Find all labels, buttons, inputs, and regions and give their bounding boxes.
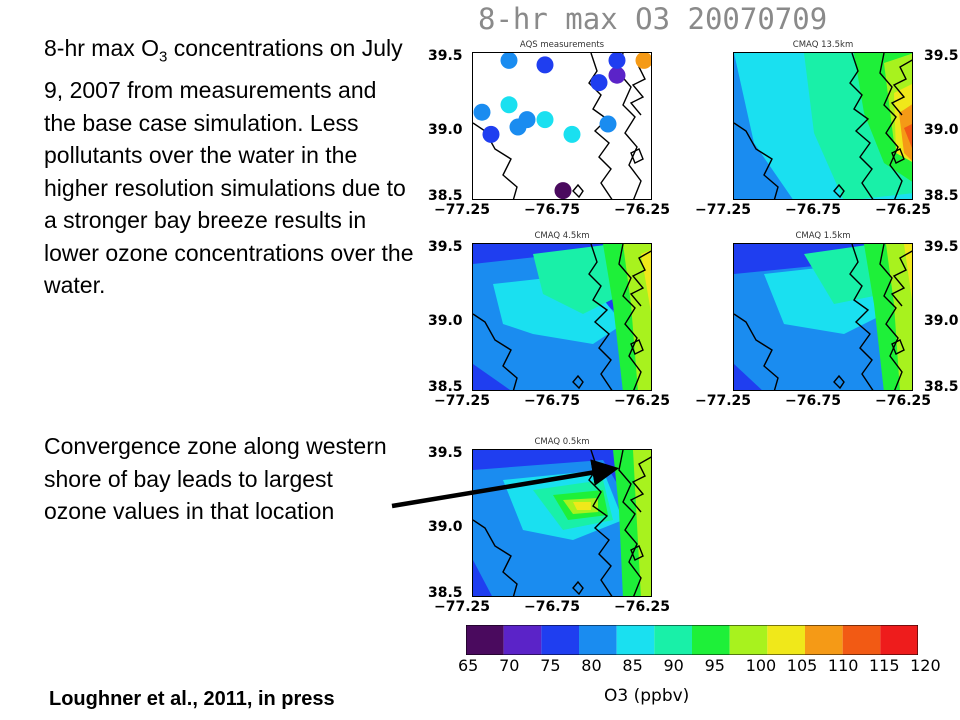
description-text: 8-hr max O3 concentrations on July 9, 20…: [44, 32, 414, 302]
colorbar-segment: [880, 625, 918, 655]
colorbar-tick-label: 70: [499, 656, 520, 675]
aqs-station-marker: [563, 125, 581, 143]
lat-tick-label: 39.5: [924, 239, 959, 255]
lat-tick-label: 39.0: [924, 122, 959, 138]
panel-title: CMAQ 0.5km: [534, 437, 590, 447]
description-prefix: 8-hr max O: [44, 35, 160, 61]
lon-tick-label: −77.25: [434, 202, 491, 218]
colorbar-segment: [466, 625, 504, 655]
colorbar-tick-label: 100: [745, 656, 777, 675]
lat-tick-label: 38.5: [924, 379, 959, 395]
colorbar-tick-label: 85: [622, 656, 643, 675]
convergence-note: Convergence zone along western shore of …: [44, 433, 387, 524]
lat-tick-label: 38.5: [428, 379, 463, 395]
colorbar-tick-label: 120: [910, 656, 941, 675]
aqs-station-marker: [599, 115, 617, 133]
aqs-station-marker: [500, 96, 518, 114]
lat-tick-label: 38.5: [428, 585, 463, 601]
colorbar-tick-label: 110: [827, 656, 859, 675]
lat-tick-label: 38.5: [428, 188, 463, 204]
lon-tick-label: −76.75: [524, 202, 581, 218]
lat-tick-label: 39.5: [924, 48, 959, 64]
colorbar-segment: [767, 625, 805, 655]
colorbar: [466, 625, 918, 655]
lon-tick-label: −77.25: [695, 393, 752, 409]
coastline: [473, 450, 651, 596]
colorbar-segment: [842, 625, 881, 655]
lon-tick-label: −76.25: [875, 393, 932, 409]
aqs-station-marker: [608, 66, 626, 84]
coastline: [734, 244, 912, 390]
lat-tick-label: 39.5: [428, 239, 463, 255]
colorbar-unit: O3 (ppbv): [604, 686, 690, 706]
lat-tick-label: 39.0: [924, 313, 959, 329]
lon-tick-label: −76.25: [875, 202, 932, 218]
lon-tick-label: −76.75: [785, 393, 842, 409]
coastline: [473, 244, 651, 390]
aqs-station-marker: [554, 182, 572, 199]
concentration-contour: [904, 124, 912, 148]
lon-tick-label: −76.25: [614, 202, 671, 218]
lat-tick-label: 39.5: [428, 445, 463, 461]
colorbar-segment: [503, 625, 542, 655]
colorbar-tick-label: 65: [458, 656, 479, 675]
concentration-contour: [886, 244, 912, 390]
aqs-station-marker: [590, 74, 608, 92]
concentration-contour: [904, 244, 912, 300]
aqs-station-marker: [500, 53, 518, 69]
lat-tick-label: 39.5: [428, 48, 463, 64]
panel-title: AQS measurements: [519, 40, 605, 50]
concentration-contour: [533, 244, 623, 314]
lon-tick-label: −77.25: [434, 393, 491, 409]
aqs-station-marker: [518, 111, 536, 129]
panel-title: CMAQ 1.5km: [795, 231, 851, 241]
lon-tick-label: −76.75: [524, 599, 581, 615]
colorbar-tick-label: 80: [581, 656, 602, 675]
coastline: [734, 53, 912, 199]
lon-tick-label: −77.25: [434, 599, 491, 615]
aqs-station-marker: [608, 53, 626, 69]
concentration-contour: [899, 104, 912, 161]
lat-tick-label: 38.5: [924, 188, 959, 204]
concentration-contour: [804, 244, 884, 304]
aqs-station-marker: [635, 53, 651, 69]
lon-tick-label: −76.75: [524, 393, 581, 409]
colorbar-segment: [541, 625, 579, 655]
lat-tick-label: 39.0: [428, 122, 463, 138]
colorbar-segment: [654, 625, 692, 655]
lat-tick-label: 39.0: [428, 519, 463, 535]
colorbar-tick-label: 75: [540, 656, 561, 675]
colorbar-tick-label: 105: [786, 656, 818, 675]
map-panel: [472, 449, 652, 597]
map-panel: [472, 52, 652, 200]
panel-title: CMAQ 4.5km: [534, 231, 590, 241]
lat-tick-label: 39.0: [428, 313, 463, 329]
colorbar-tick-label: 115: [869, 656, 900, 675]
aqs-station-marker: [482, 125, 500, 143]
aqs-station-marker: [536, 111, 554, 129]
citation: Loughner et al., 2011, in press: [49, 688, 335, 710]
lon-tick-label: −77.25: [695, 202, 752, 218]
colorbar-segment: [616, 625, 655, 655]
lon-tick-label: −76.25: [614, 393, 671, 409]
description-subscript: 3: [159, 48, 168, 66]
colorbar-tick-label: 90: [663, 656, 684, 675]
panel-title: CMAQ 13.5km: [792, 40, 854, 50]
concentration-contour: [573, 502, 591, 510]
map-panel: [733, 243, 913, 391]
map-panel: [733, 52, 913, 200]
colorbar-tick-label: 95: [704, 656, 725, 675]
description-rest: concentrations on July 9, 2007 from meas…: [44, 35, 414, 299]
lon-tick-label: −76.25: [614, 599, 671, 615]
aqs-station-marker: [473, 103, 491, 121]
aqs-station-marker: [536, 56, 554, 74]
colorbar-segment: [729, 625, 768, 655]
colorbar-segment: [579, 625, 617, 655]
map-panel: [472, 243, 652, 391]
colorbar-segment: [805, 625, 843, 655]
colorbar-segment: [692, 625, 730, 655]
lon-tick-label: −76.75: [785, 202, 842, 218]
figure-title: 8-hr max O3 20070709: [478, 2, 828, 36]
